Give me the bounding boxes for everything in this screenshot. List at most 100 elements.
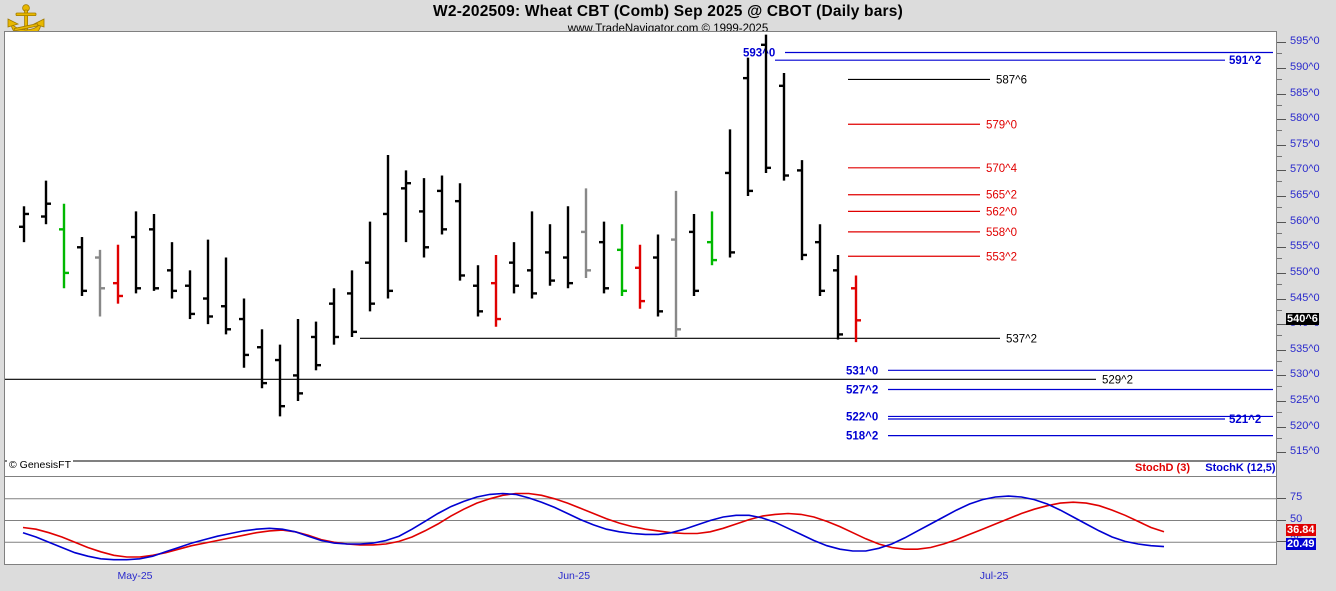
date-axis-label: Jul-25 xyxy=(979,570,1009,582)
axis-tick xyxy=(1277,42,1286,44)
price-axis-label: 595^0 xyxy=(1290,35,1320,48)
ohlc-bar[interactable] xyxy=(113,244,123,304)
stoch-axis-label: 75 xyxy=(1290,490,1303,503)
ohlc-bar[interactable] xyxy=(95,249,105,317)
ohlc-bar[interactable] xyxy=(725,129,735,258)
ohlc-bar[interactable] xyxy=(581,188,591,279)
ohlc-bar[interactable] xyxy=(419,178,429,258)
stoch-d-value-tag: 36.84 xyxy=(1286,523,1316,536)
ohlc-bar[interactable] xyxy=(671,190,681,337)
axis-tick xyxy=(1277,119,1286,121)
axis-tick xyxy=(1277,349,1286,351)
stoch-d-legend: StochD (3) xyxy=(1135,462,1190,474)
axis-tick xyxy=(1277,144,1286,146)
level-label: 593^0 xyxy=(743,48,775,60)
axis-tick-minor xyxy=(1277,155,1282,157)
stoch-series-line xyxy=(22,492,1165,561)
ohlc-bar[interactable] xyxy=(77,237,87,296)
ohlc-bar[interactable] xyxy=(635,244,645,309)
stoch-k-legend: StochK (12,5) xyxy=(1205,462,1276,474)
ohlc-bar[interactable] xyxy=(779,73,789,181)
level-label: 518^2 xyxy=(846,431,878,443)
price-axis-label: 585^0 xyxy=(1290,86,1320,99)
ohlc-bar[interactable] xyxy=(239,298,249,368)
ohlc-bar[interactable] xyxy=(851,275,861,343)
price-chart-pane[interactable]: 593^0 591^2 587^6 579^0 570^4 565^2 562^0 558^0… xyxy=(4,31,1277,461)
axis-tick xyxy=(1277,324,1286,326)
ohlc-bar[interactable] xyxy=(797,160,807,261)
ohlc-bar[interactable] xyxy=(653,234,663,317)
ohlc-bar[interactable] xyxy=(221,257,231,335)
axis-tick-minor xyxy=(1277,335,1282,337)
ohlc-bar[interactable] xyxy=(437,175,447,235)
ohlc-bar[interactable] xyxy=(59,203,69,289)
stochastic-pane[interactable] xyxy=(4,476,1277,565)
ohlc-bar[interactable] xyxy=(329,288,339,345)
stoch-legend: StochD (3) StochK (12,5) xyxy=(1135,462,1276,474)
ohlc-bar[interactable] xyxy=(455,183,465,281)
ohlc-bar[interactable] xyxy=(257,329,267,389)
ohlc-bar[interactable] xyxy=(509,242,519,294)
axis-tick xyxy=(1277,93,1286,95)
ohlc-bar[interactable] xyxy=(599,221,609,294)
level-label: 529^2 xyxy=(1102,374,1133,386)
ohlc-bar[interactable] xyxy=(203,239,213,325)
ohlc-bar[interactable] xyxy=(833,254,843,340)
ohlc-bar[interactable] xyxy=(383,155,393,299)
axis-tick-minor xyxy=(1277,53,1282,55)
ohlc-bar[interactable] xyxy=(527,211,537,299)
level-label: 565^2 xyxy=(986,190,1017,202)
ohlc-bar[interactable] xyxy=(743,57,753,197)
ohlc-bar[interactable] xyxy=(41,180,51,225)
ohlc-bar[interactable] xyxy=(473,265,483,317)
ohlc-bar[interactable] xyxy=(707,211,717,266)
axis-tick xyxy=(1277,221,1286,223)
date-axis[interactable]: May-25 Jun-25 Jul-25 xyxy=(4,566,1277,591)
ohlc-bar[interactable] xyxy=(185,270,195,320)
ohlc-bar[interactable] xyxy=(689,213,699,296)
price-axis[interactable]: 595^0 590^0 585^0 580^0 575^0 570^0 565^0 560^0… xyxy=(1277,31,1336,465)
ohlc-bar[interactable] xyxy=(131,211,141,294)
axis-tick xyxy=(1277,272,1286,274)
ohlc-bar[interactable] xyxy=(365,221,375,312)
axis-tick-minor xyxy=(1277,232,1282,234)
axis-tick-minor xyxy=(1277,437,1282,439)
ohlc-bar[interactable] xyxy=(815,224,825,296)
ohlc-bar[interactable] xyxy=(275,344,285,417)
page-title: W2-202509: Wheat CBT (Comb) Sep 2025 @ C… xyxy=(433,3,903,20)
price-axis-label: 550^0 xyxy=(1290,265,1320,278)
axis-tick-minor xyxy=(1277,78,1282,80)
ohlc-bar[interactable] xyxy=(563,206,573,289)
price-axis-label: 535^0 xyxy=(1290,342,1320,355)
level-label: 521^2 xyxy=(1229,414,1261,426)
ohlc-bar[interactable] xyxy=(401,170,411,243)
level-label: 537^2 xyxy=(1006,333,1037,345)
axis-tick-minor xyxy=(1277,386,1282,388)
ohlc-bar[interactable] xyxy=(149,213,159,291)
axis-tick xyxy=(1277,67,1286,69)
ohlc-bar[interactable] xyxy=(311,321,321,371)
stoch-header-strip xyxy=(4,461,1277,476)
ohlc-bar[interactable] xyxy=(491,254,501,327)
price-axis-label: 555^0 xyxy=(1290,240,1320,253)
axis-tick xyxy=(1277,170,1286,172)
axis-tick xyxy=(1277,196,1286,198)
ohlc-bar[interactable] xyxy=(19,206,29,243)
axis-tick-minor xyxy=(1277,283,1282,285)
ohlc-bar[interactable] xyxy=(761,34,771,173)
ohlc-bar[interactable] xyxy=(347,270,357,337)
price-axis-label: 565^0 xyxy=(1290,189,1320,202)
level-label: 553^2 xyxy=(986,251,1017,263)
ohlc-bar[interactable] xyxy=(293,319,303,402)
price-axis-label: 520^0 xyxy=(1290,419,1320,432)
ohlc-bar[interactable] xyxy=(545,224,555,286)
ohlc-bar[interactable] xyxy=(167,242,177,299)
axis-tick-minor xyxy=(1277,207,1282,209)
ohlc-bar[interactable] xyxy=(617,224,627,296)
date-axis-label: May-25 xyxy=(117,570,153,582)
current-price-tag: 540^6 xyxy=(1286,313,1319,326)
level-label: 579^0 xyxy=(986,119,1017,131)
axis-tick xyxy=(1277,298,1286,300)
